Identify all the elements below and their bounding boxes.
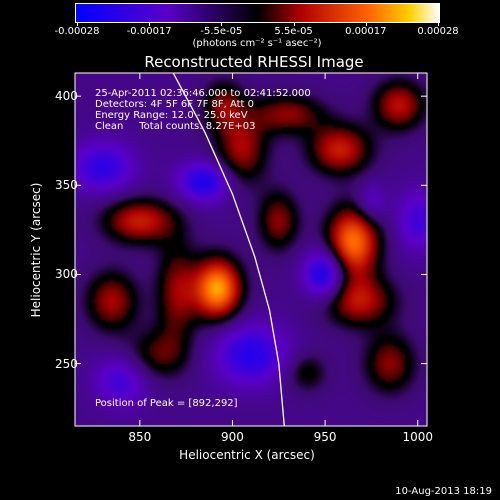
axis-ticks <box>75 73 427 426</box>
x-tick-label: 850 <box>128 430 152 444</box>
y-tick-label: 300 <box>55 267 78 282</box>
colorbar-tick <box>438 22 439 26</box>
chart-title: Reconstructed RHESSI Image <box>144 53 364 71</box>
solar-limb-curve <box>172 73 285 426</box>
y-tick-label: 250 <box>55 356 78 371</box>
colorbar-tick <box>293 22 295 26</box>
x-tick-label: 900 <box>221 430 244 444</box>
colorbar-tick <box>149 22 151 26</box>
heatmap-image <box>75 73 427 426</box>
colorbar-tick-label: -0.00028 <box>54 26 100 37</box>
energy-range-text: Energy Range: 12.0 - 25.0 keV <box>95 110 248 121</box>
clean-counts-text: Clean Total counts: 8.27E+03 <box>95 121 256 132</box>
colorbar-tick-label: 0.00017 <box>345 26 387 37</box>
y-tick-label: 400 <box>55 89 78 104</box>
x-tick-label: 950 <box>313 430 337 444</box>
time-range-text: 25-Apr-2011 02:36:46.000 to 02:41:52.000 <box>95 88 311 99</box>
x-axis-label: Heliocentric X (arcsec) <box>179 448 315 462</box>
y-axis-label: Heliocentric Y (arcsec) <box>29 182 43 318</box>
colorbar-tick-label: -0.00017 <box>126 26 172 37</box>
plot-frame <box>74 72 428 427</box>
x-tick-label: 1000 <box>402 430 434 444</box>
y-tick-label: 350 <box>55 178 78 193</box>
colorbar-tick-label: 0.00028 <box>417 26 459 37</box>
detectors-text: Detectors: 4F 5F 6F 7F 8F, Att 0 <box>95 99 255 110</box>
colorbar <box>75 3 440 23</box>
colorbar-tick <box>365 22 367 26</box>
colorbar-units: (photons cm⁻² s⁻¹ asec⁻²) <box>192 38 322 49</box>
colorbar-tick-label: 5.5e-05 <box>274 26 313 37</box>
colorbar-tick <box>77 22 78 26</box>
colorbar-tick <box>221 22 223 26</box>
peak-position-text: Position of Peak = [892,292] <box>95 398 238 409</box>
footer-date: 10-Aug-2013 18:19 <box>395 486 492 497</box>
colorbar-tick-label: -5.5e-05 <box>200 26 243 37</box>
